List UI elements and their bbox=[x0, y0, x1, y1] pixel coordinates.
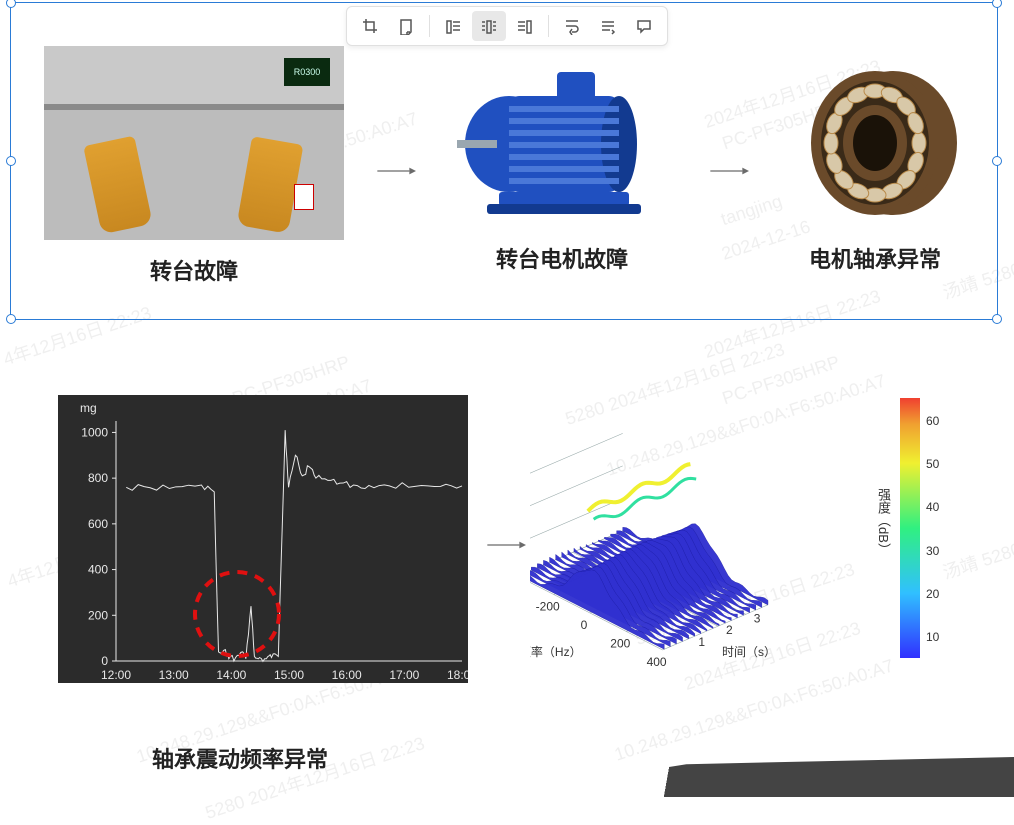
svg-text:2: 2 bbox=[726, 623, 733, 637]
x-tick-label: 18:00 bbox=[447, 668, 468, 682]
y-tick-label: 600 bbox=[88, 517, 108, 531]
watermark-text: 汤靖 5280 2024 bbox=[939, 521, 1014, 585]
warning-sign-icon bbox=[294, 184, 314, 210]
bearing-image bbox=[780, 58, 970, 228]
toolbar-separator bbox=[548, 15, 549, 37]
resize-handle-l[interactable] bbox=[6, 156, 16, 166]
comment-icon[interactable] bbox=[627, 11, 661, 41]
flow-icon[interactable] bbox=[591, 11, 625, 41]
x-axis-label: 频率（Hz） bbox=[530, 644, 582, 659]
watermark-text: 4年12月16日 22:23 bbox=[0, 299, 154, 371]
watermark-text: 2024年12月16日 22:23 bbox=[700, 282, 883, 364]
crop-icon[interactable] bbox=[353, 11, 387, 41]
fault-flow-row: R0300 转台故障 bbox=[44, 46, 970, 286]
footer-decoration bbox=[594, 757, 1014, 797]
y-tick-label: 200 bbox=[88, 608, 108, 622]
resize-handle-bl[interactable] bbox=[6, 314, 16, 324]
colorbar-axis-label: 强度（dB） bbox=[874, 488, 893, 556]
caption-factory: 转台故障 bbox=[150, 254, 238, 286]
svg-text:200: 200 bbox=[610, 636, 630, 650]
flow-item-motor: 转台电机故障 bbox=[447, 58, 677, 274]
colorbar-tick: 50 bbox=[926, 457, 939, 471]
align-right-icon[interactable] bbox=[508, 11, 542, 41]
x-tick-label: 13:00 bbox=[159, 668, 189, 682]
svg-text:-200: -200 bbox=[536, 600, 560, 614]
arrow-icon bbox=[366, 162, 426, 170]
arrow-icon bbox=[699, 162, 759, 170]
resize-handle-tr[interactable] bbox=[992, 0, 1002, 8]
svg-text:0: 0 bbox=[581, 618, 588, 632]
y-tick-label: 1000 bbox=[81, 425, 108, 439]
image-toolbar bbox=[346, 6, 668, 46]
flow-item-factory: R0300 转台故障 bbox=[44, 46, 344, 286]
colorbar-tick: 10 bbox=[926, 630, 939, 644]
resize-handle-r[interactable] bbox=[992, 156, 1002, 166]
colorbar-tick: 30 bbox=[926, 544, 939, 558]
y-tick-label: 800 bbox=[88, 471, 108, 485]
x-tick-label: 15:00 bbox=[274, 668, 304, 682]
vibration-time-chart: mg 0200400600800100012:0013:0014:0015:00… bbox=[58, 395, 468, 683]
factory-image: R0300 bbox=[44, 46, 344, 240]
colorbar-gradient bbox=[900, 398, 920, 658]
colorbar: 强度（dB） 102030405060 bbox=[900, 398, 920, 658]
resize-handle-br[interactable] bbox=[992, 314, 1002, 324]
x-tick-label: 12:00 bbox=[101, 668, 131, 682]
caption-bearing: 电机轴承异常 bbox=[809, 242, 941, 274]
svg-text:400: 400 bbox=[647, 655, 667, 669]
anomaly-highlight-circle bbox=[195, 572, 279, 656]
y-tick-label: 400 bbox=[88, 563, 108, 577]
colorbar-tick: 20 bbox=[926, 587, 939, 601]
y-axis-label: 时间（s） bbox=[722, 645, 776, 659]
svg-text:1: 1 bbox=[698, 635, 705, 649]
x-tick-label: 14:00 bbox=[216, 668, 246, 682]
resize-handle-tl[interactable] bbox=[6, 0, 16, 8]
y-tick-label: 0 bbox=[101, 654, 108, 668]
motor-image bbox=[447, 58, 677, 228]
align-left-icon[interactable] bbox=[436, 11, 470, 41]
toolbar-separator bbox=[429, 15, 430, 37]
colorbar-tick: 60 bbox=[926, 414, 939, 428]
caption-vibration: 轴承震动频率异常 bbox=[152, 742, 328, 774]
spectrogram-3d-chart: -100-50050-400-2000200400123频率（Hz）时间（s） bbox=[530, 408, 890, 698]
x-tick-label: 16:00 bbox=[332, 668, 362, 682]
align-center-icon[interactable] bbox=[472, 11, 506, 41]
caption-motor: 转台电机故障 bbox=[496, 242, 628, 274]
arrow-icon bbox=[476, 536, 536, 544]
flow-item-bearing: 电机轴承异常 bbox=[780, 58, 970, 274]
robot-icon bbox=[83, 136, 153, 235]
wrap-icon[interactable] bbox=[555, 11, 589, 41]
factory-panel-sign: R0300 bbox=[284, 58, 330, 86]
watermark-text: PC-PF305HRP bbox=[720, 352, 843, 410]
note-icon[interactable] bbox=[389, 11, 423, 41]
x-tick-label: 17:00 bbox=[389, 668, 419, 682]
colorbar-tick: 40 bbox=[926, 500, 939, 514]
svg-text:3: 3 bbox=[754, 611, 761, 625]
